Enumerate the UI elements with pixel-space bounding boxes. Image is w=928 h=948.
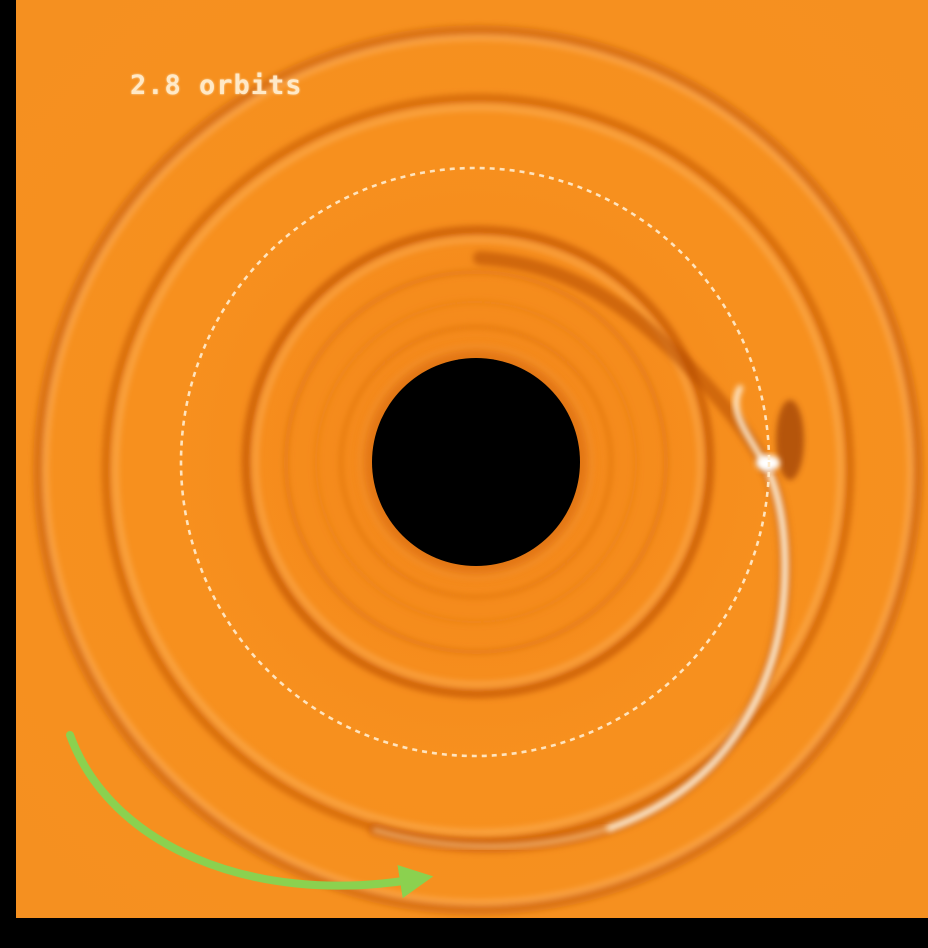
outer-ring-light bbox=[43, 35, 913, 905]
wake-faint-outer bbox=[372, 825, 613, 849]
planet-shadow bbox=[776, 400, 804, 480]
planet-orbit bbox=[179, 166, 771, 758]
central-hole bbox=[372, 358, 580, 566]
inner-ring-4 bbox=[359, 345, 593, 579]
disk-layer bbox=[16, 0, 928, 918]
wake-bright-outer bbox=[606, 466, 789, 832]
outer-ring-dark bbox=[33, 25, 923, 915]
wake-shadow-inner bbox=[473, 251, 773, 473]
gap-edge-dark bbox=[241, 225, 715, 699]
inner-ring-2 bbox=[314, 300, 638, 624]
orbit-count-label: 2.8 orbits bbox=[130, 70, 303, 101]
wake-bright-inner bbox=[733, 385, 769, 469]
inner-ring-3 bbox=[339, 325, 613, 599]
inner-ring-1 bbox=[283, 269, 669, 655]
mid-ring-light bbox=[113, 105, 843, 835]
rotation-arrow bbox=[66, 731, 434, 899]
spiral-wake bbox=[368, 251, 804, 854]
gap-edge-light bbox=[254, 238, 702, 686]
